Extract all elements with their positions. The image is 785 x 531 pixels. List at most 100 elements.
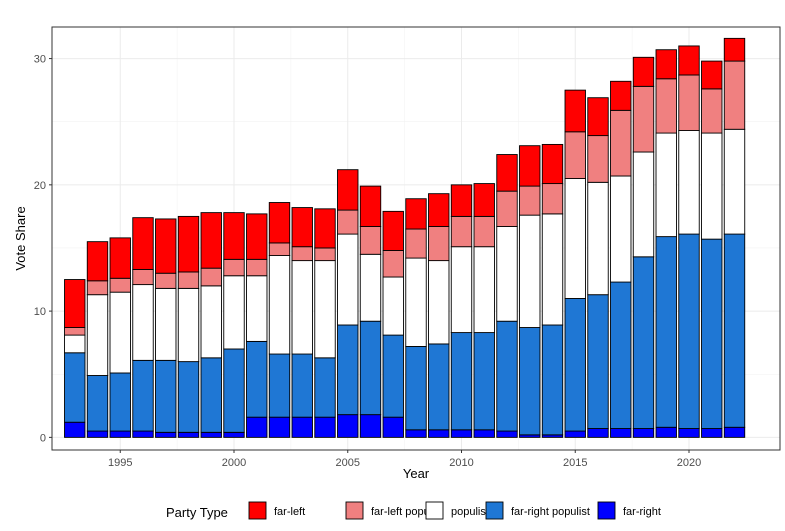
bar-segment-far-right	[610, 428, 632, 438]
bar-segment-far-right-populist	[655, 236, 677, 428]
bar-segment-far-right	[428, 429, 450, 438]
bar-segment-far-left-populist	[246, 258, 268, 277]
bar-segment-far-right-populist	[428, 343, 450, 431]
bar-segment-far-right-populist	[200, 357, 222, 433]
bar-segment-far-right-populist	[337, 324, 359, 416]
bar-segment-populist	[428, 260, 450, 345]
bar-segment-far-left	[405, 198, 427, 230]
bar-segment-populist	[200, 285, 222, 359]
bar-segment-far-right-populist	[564, 298, 586, 432]
bar-segment-far-left	[450, 184, 473, 217]
bar-segment-far-right-populist	[314, 357, 336, 418]
bar-segment-far-left-populist	[200, 267, 222, 287]
bar-segment-far-left-populist	[359, 226, 382, 255]
x-axis-title: Year	[403, 466, 430, 481]
bar-segment-far-right	[564, 430, 586, 438]
bar-segment-far-left	[473, 183, 495, 217]
bar-segment-populist	[405, 257, 427, 347]
bar-segment-far-left-populist	[86, 280, 109, 296]
bar-segment-populist	[610, 175, 632, 283]
bar-segment-far-right	[359, 414, 382, 438]
bar-segment-far-left-populist	[428, 226, 450, 262]
bar-segment-populist	[519, 214, 541, 328]
x-tick-label: 1995	[108, 457, 132, 469]
bar-segment-far-right	[246, 416, 268, 438]
legend-label-far-left-populist: far-left populist	[371, 506, 443, 518]
bar-segment-populist	[678, 130, 700, 235]
bar-segment-far-left-populist	[155, 272, 177, 289]
bar-segment-far-left	[610, 80, 632, 111]
bar-segment-far-left-populist	[610, 109, 632, 177]
y-tick-label: 0	[40, 432, 46, 444]
bar-segment-far-left	[655, 49, 677, 80]
bar-segment-far-left	[177, 215, 200, 273]
bar-segment-populist	[564, 178, 586, 299]
bar-segment-far-left	[564, 89, 586, 133]
bar-segment-far-left	[246, 213, 268, 260]
bar-segment-populist	[632, 151, 655, 258]
bar-segment-populist	[473, 246, 495, 334]
bar-segment-far-left-populist	[723, 60, 746, 130]
bar-segment-populist	[382, 276, 404, 336]
bar-segment-populist	[314, 260, 336, 359]
bar-segment-far-left-populist	[632, 85, 655, 153]
x-axis-ticks: 1995 2000 2005 2010 2015 2020	[108, 450, 701, 469]
bar-segment-far-left	[200, 212, 222, 269]
bar-segment-far-right-populist	[701, 238, 723, 429]
bar-segment-far-right	[701, 428, 723, 438]
bar-segment-far-left	[86, 241, 109, 282]
bar-segment-far-right	[86, 430, 109, 438]
bar-segment-far-left-populist	[405, 228, 427, 259]
bar-segment-far-left-populist	[314, 247, 336, 262]
bar-segment-far-left	[723, 37, 746, 62]
x-tick-label: 2005	[336, 457, 360, 469]
bar-segment-far-right	[405, 429, 427, 438]
legend-key-far-left	[248, 501, 267, 520]
bar-segment-populist	[291, 260, 313, 355]
bar-segment-far-left-populist	[473, 215, 495, 248]
bar-segment-populist	[246, 275, 268, 342]
bar-segment-populist	[337, 233, 359, 326]
bar-segment-far-left	[64, 279, 86, 328]
bar-segment-far-right-populist	[132, 359, 154, 432]
bar-segment-far-right	[291, 416, 313, 438]
x-tick-label: 2010	[449, 457, 473, 469]
bar-segment-populist	[132, 284, 154, 361]
bar-segment-populist	[701, 132, 723, 240]
bar-segment-far-right-populist	[177, 361, 200, 433]
bar-segment-far-left	[428, 193, 450, 227]
bar-segment-far-right-populist	[109, 372, 131, 432]
x-tick-label: 2015	[563, 457, 587, 469]
bar-segment-far-right-populist	[541, 324, 564, 436]
bar-segment-far-left-populist	[64, 327, 86, 336]
bar-segment-far-left-populist	[519, 185, 541, 216]
bar-segment-populist	[223, 275, 245, 350]
bar-segment-populist	[86, 294, 109, 376]
legend-key-far-right-populist	[485, 501, 504, 520]
bar-segment-far-left	[541, 143, 564, 185]
bar-segment-far-left	[587, 97, 609, 137]
bar-segment-far-right-populist	[496, 320, 518, 432]
bar-segment-far-right-populist	[268, 353, 291, 418]
bar-segment-far-left-populist	[496, 190, 518, 227]
bar-segment-far-right-populist	[223, 348, 245, 433]
legend-label-far-left: far-left	[274, 506, 305, 518]
bar-segment-far-right	[382, 416, 404, 438]
bar-segment-far-right	[473, 429, 495, 438]
bar-segment-populist	[268, 255, 291, 355]
bar-segment-far-right-populist	[64, 352, 86, 423]
bar-segment-far-right-populist	[678, 233, 700, 429]
bar-segment-far-left	[132, 217, 154, 270]
y-tick-label: 20	[34, 180, 46, 192]
bar-segment-populist	[587, 181, 609, 296]
bar-segment-populist	[155, 287, 177, 361]
y-tick-label: 10	[34, 306, 46, 318]
bar-segment-far-left-populist	[268, 242, 291, 256]
bar-segment-far-right-populist	[519, 327, 541, 436]
bar-segment-far-left	[223, 212, 245, 260]
bars	[64, 37, 746, 438]
bar-segment-far-right-populist	[587, 294, 609, 429]
bar-segment-far-left	[519, 145, 541, 187]
bar-segment-far-right-populist	[155, 359, 177, 433]
